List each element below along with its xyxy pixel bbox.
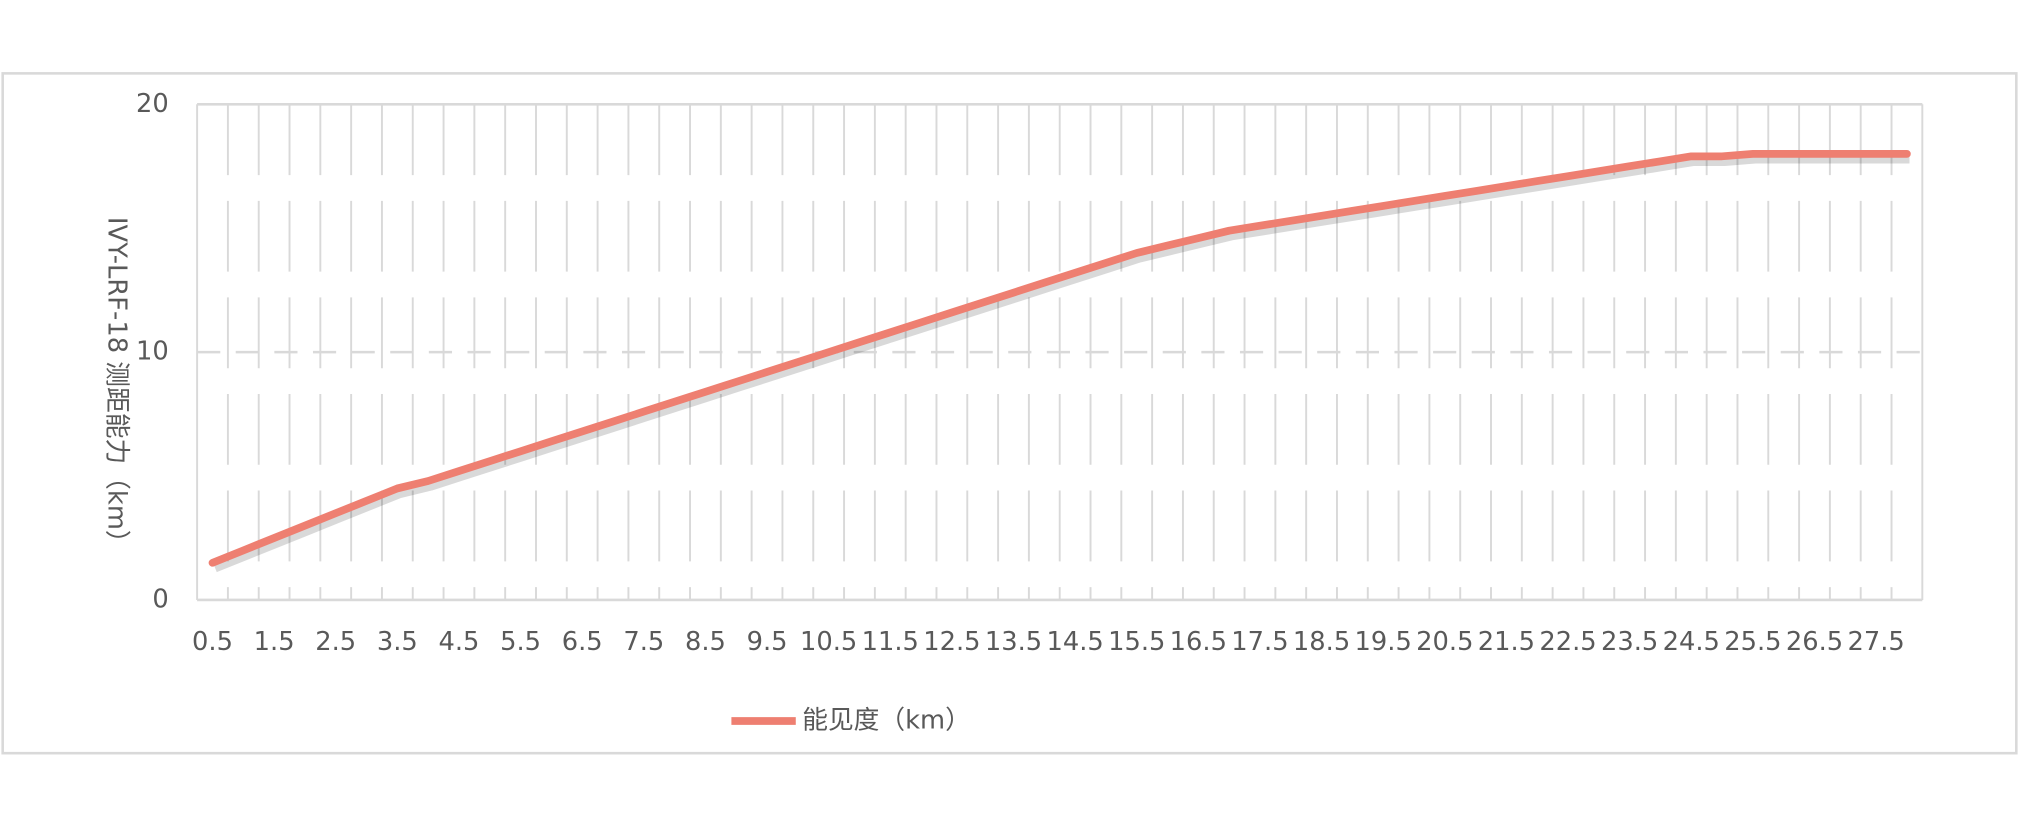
x-tick-label: 2.5 <box>315 627 356 657</box>
x-tick-label: 16.5 <box>1170 627 1227 657</box>
x-tick-label: 14.5 <box>1046 627 1103 657</box>
x-tick-label: 19.5 <box>1355 627 1412 657</box>
x-tick-label: 18.5 <box>1293 627 1350 657</box>
y-tick-label: 0 <box>152 584 168 614</box>
x-tick-label: 10.5 <box>800 627 857 657</box>
y-tick-label: 10 <box>136 337 169 367</box>
x-tick-label: 25.5 <box>1724 627 1781 657</box>
x-tick-label: 0.5 <box>192 627 233 657</box>
x-tick-label: 21.5 <box>1478 627 1535 657</box>
x-tick-label: 13.5 <box>985 627 1042 657</box>
x-tick-label: 23.5 <box>1601 627 1658 657</box>
line-series <box>208 149 1911 567</box>
x-tick-label: 17.5 <box>1231 627 1288 657</box>
chart-frame <box>1 72 2018 755</box>
x-tick-label: 9.5 <box>747 627 788 657</box>
x-tick-label: 3.5 <box>377 627 418 657</box>
y-axis-title: IVY-LRF-18 测距能力（km） <box>101 217 131 556</box>
x-tick-label: 6.5 <box>562 627 603 657</box>
line-shadow <box>213 154 1910 573</box>
y-tick-label: 20 <box>136 89 169 119</box>
x-tick-label: 7.5 <box>623 627 664 657</box>
x-tick-label: 11.5 <box>862 627 919 657</box>
x-tick-label: 26.5 <box>1786 627 1843 657</box>
x-tick-label: 12.5 <box>923 627 980 657</box>
x-tick-label: 27.5 <box>1847 627 1904 657</box>
x-tick-label: 4.5 <box>438 627 479 657</box>
x-tick-label: 8.5 <box>685 627 726 657</box>
x-tick-label: 22.5 <box>1539 627 1596 657</box>
x-tick-label: 20.5 <box>1416 627 1473 657</box>
x-tick-label: 24.5 <box>1663 627 1720 657</box>
legend-label: 能见度（km） <box>802 705 971 735</box>
x-tick-label: 1.5 <box>254 627 295 657</box>
x-tick-label: 5.5 <box>500 627 541 657</box>
x-tick-label: 15.5 <box>1108 627 1165 657</box>
